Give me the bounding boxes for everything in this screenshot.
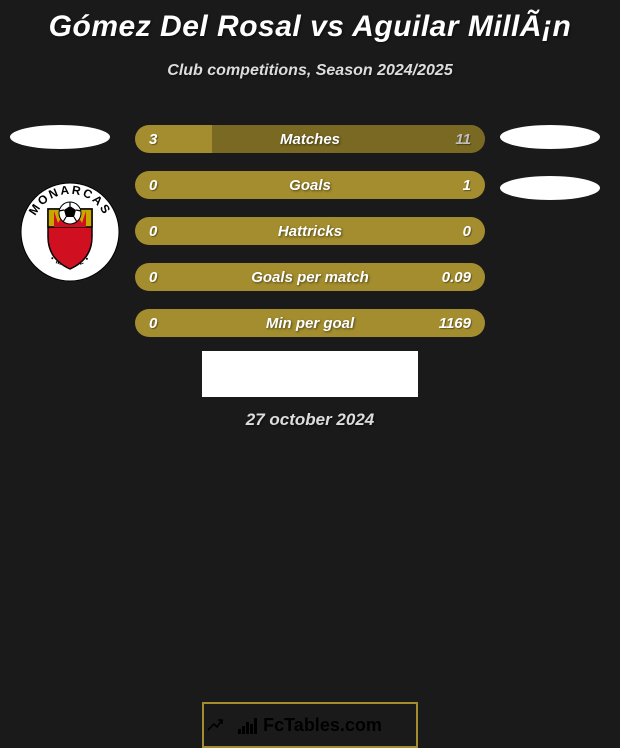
stat-right-value: 0 <box>463 223 471 240</box>
fctables-badge-inner: FcTables.com <box>202 702 418 748</box>
stat-row-overlay <box>212 125 485 153</box>
stat-label: Hattricks <box>278 223 342 240</box>
fctables-text: FcTables.com <box>263 715 382 736</box>
stat-left-value: 0 <box>149 223 157 240</box>
stat-row-min-per-goal: 0 Min per goal 1169 <box>135 309 485 337</box>
stat-label: Matches <box>280 131 340 148</box>
stat-row-hattricks: 0 Hattricks 0 <box>135 217 485 245</box>
stats-panel: 3 Matches 11 0 Goals 1 0 Hattricks 0 0 G… <box>135 125 485 355</box>
stat-row-goals-per-match: 0 Goals per match 0.09 <box>135 263 485 291</box>
club-badge-monarcas: MONARCAS • MOREL • <box>20 175 120 290</box>
stat-row-matches: 3 Matches 11 <box>135 125 485 153</box>
stat-right-value: 0.09 <box>442 269 471 286</box>
trend-arrow-icon <box>206 716 224 734</box>
page-title: Gómez Del Rosal vs Aguilar MillÃ¡n <box>0 0 620 44</box>
stat-left-value: 0 <box>149 269 157 286</box>
player-right-logo-placeholder-2 <box>500 176 600 200</box>
stat-left-value: 3 <box>149 131 157 148</box>
stat-left-value: 0 <box>149 315 157 332</box>
page-subtitle: Club competitions, Season 2024/2025 <box>0 62 620 80</box>
player-right-logo-placeholder-1 <box>500 125 600 149</box>
stat-right-value: 1169 <box>439 315 471 332</box>
bar-chart-icon <box>238 716 257 734</box>
fctables-badge[interactable]: FcTables.com <box>202 351 418 397</box>
stat-left-value: 0 <box>149 177 157 194</box>
stat-row-goals: 0 Goals 1 <box>135 171 485 199</box>
stat-label: Goals per match <box>251 269 369 286</box>
date-stamp: 27 october 2024 <box>0 410 620 430</box>
stat-label: Goals <box>289 177 331 194</box>
stat-label: Min per goal <box>266 315 354 332</box>
stat-right-value: 1 <box>463 177 471 194</box>
player-left-logo-placeholder <box>10 125 110 149</box>
